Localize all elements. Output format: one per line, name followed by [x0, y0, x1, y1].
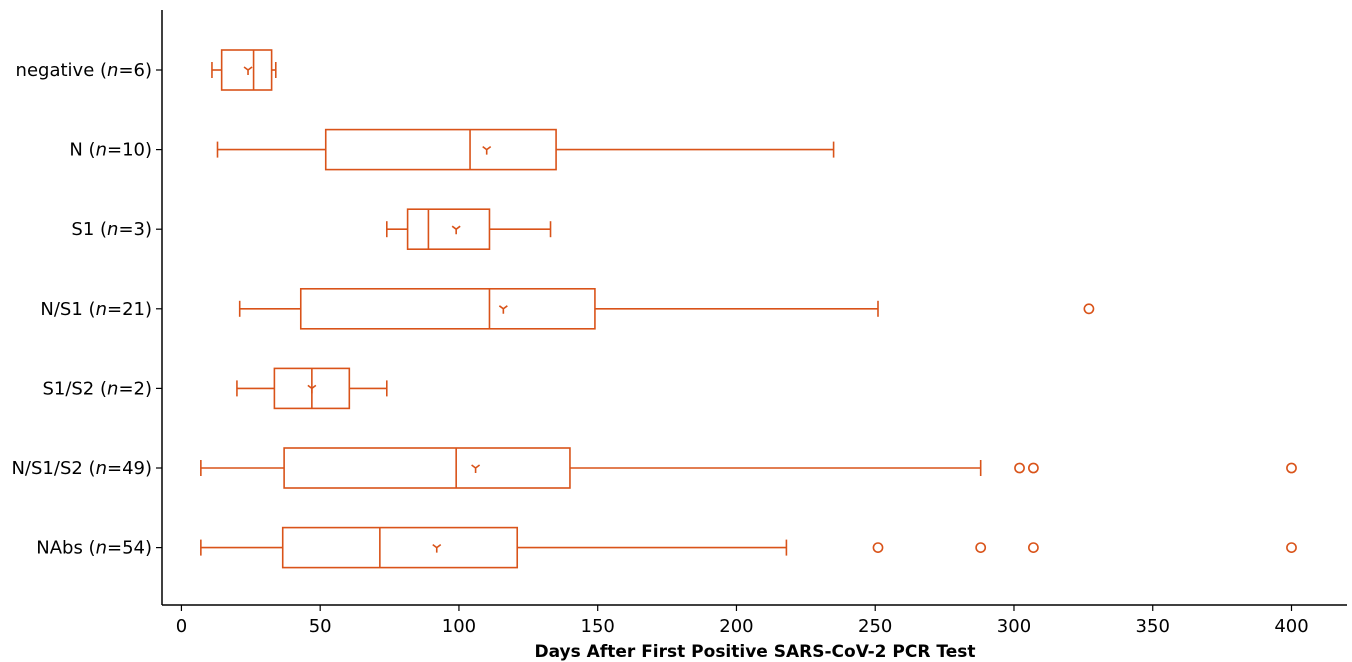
iqr-box [324, 128, 557, 171]
y-tick-label: S1/S2 (n=2) [42, 378, 152, 399]
outlier-point [1014, 462, 1025, 474]
mean-marker [482, 145, 492, 155]
outlier-point [872, 542, 884, 553]
outlier-point [1028, 542, 1039, 553]
x-tick-label: 0 [176, 616, 187, 637]
outlier-point [1083, 303, 1095, 315]
iqr-box [281, 526, 519, 569]
box-n-s1-s2 [200, 447, 1297, 489]
mean-marker [432, 543, 442, 553]
x-axis-ticks: 0 50 100 150 200 250 300 350 400 [176, 605, 1309, 637]
iqr-box [283, 447, 571, 489]
mean-marker [307, 384, 317, 394]
box-negative [211, 49, 277, 91]
outlier-point [1028, 462, 1039, 474]
x-tick-label: 300 [997, 616, 1031, 637]
iqr-box [406, 208, 491, 250]
mean-marker [471, 464, 481, 473]
y-tick-label: N/S1 (n=21) [40, 299, 152, 320]
box-nabs [200, 526, 1297, 569]
axes-spines [161, 10, 1347, 606]
y-axis-ticks: negative (n=6) N (n=10) S1 (n=3) N/S1 (n=21… [11, 60, 162, 559]
box-series [200, 49, 1297, 569]
x-tick-label: 400 [1274, 616, 1308, 637]
outlier-point [975, 542, 987, 553]
x-tick-label: 200 [719, 616, 753, 637]
x-tick-label: 250 [858, 616, 892, 637]
y-tick-label: negative (n=6) [16, 60, 152, 81]
iqr-box [299, 287, 596, 330]
box-s1 [385, 208, 552, 250]
y-tick-label: N (n=10) [69, 140, 152, 161]
iqr-box [220, 49, 273, 91]
x-tick-label: 100 [442, 616, 476, 637]
x-tick-label: 50 [309, 616, 332, 637]
y-tick-label: S1 (n=3) [71, 219, 152, 240]
mean-marker [451, 225, 461, 235]
outlier-point [1286, 542, 1297, 553]
outlier-point [1286, 462, 1297, 474]
x-tick-label: 350 [1136, 616, 1170, 637]
mean-marker [498, 305, 508, 314]
box-n-s1 [238, 287, 1095, 330]
x-axis-title: Days After First Positive SARS-CoV-2 PCR… [535, 642, 976, 662]
x-tick-label: 150 [581, 616, 615, 637]
mean-marker [243, 66, 253, 75]
y-tick-label: NAbs (n=54) [36, 538, 152, 559]
y-tick-label: N/S1/S2 (n=49) [11, 458, 152, 479]
box-s1-s2 [236, 367, 388, 410]
box-n [216, 128, 835, 171]
